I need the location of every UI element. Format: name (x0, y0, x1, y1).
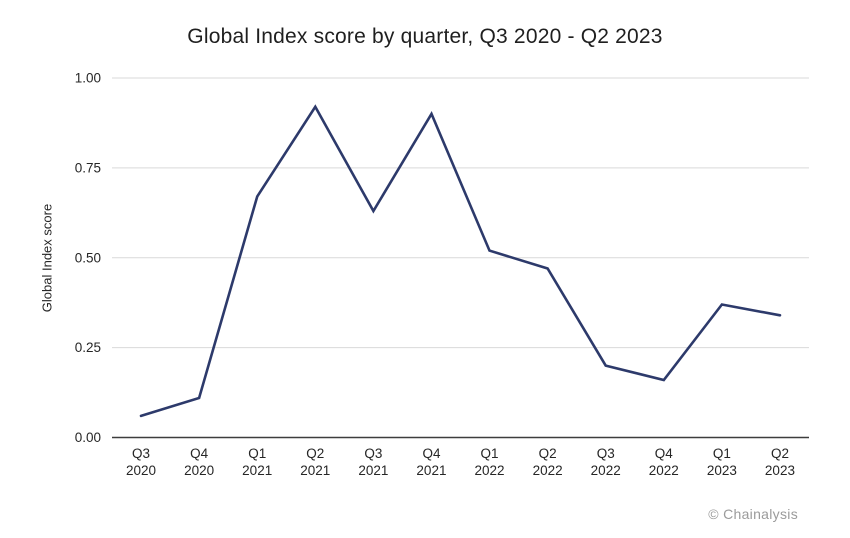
x-tick-label-quarter: Q3 (364, 446, 382, 461)
x-tick-label-quarter: Q4 (422, 446, 441, 461)
y-tick-label: 0.75 (75, 160, 101, 175)
x-tick-label-year: 2023 (765, 463, 795, 478)
x-tick-label-year: 2020 (126, 463, 156, 478)
x-tick-label-year: 2020 (184, 463, 214, 478)
x-tick-label-quarter: Q1 (248, 446, 266, 461)
y-tick-label: 0.00 (75, 430, 101, 445)
data-line (139, 104, 782, 418)
x-tick-label-year: 2023 (707, 463, 737, 478)
x-tick-label-quarter: Q2 (306, 446, 324, 461)
chart-title: Global Index score by quarter, Q3 2020 -… (187, 25, 663, 48)
y-tick-label: 0.50 (75, 250, 101, 265)
x-tick-label-quarter: Q4 (190, 446, 209, 461)
x-tick-label-quarter: Q1 (713, 446, 731, 461)
y-tick-label: 1.00 (75, 71, 101, 86)
x-tick-label-quarter: Q3 (132, 446, 150, 461)
x-tick-label-quarter: Q2 (771, 446, 789, 461)
x-tick-label-quarter: Q3 (597, 446, 615, 461)
y-tick-label: 0.25 (75, 340, 101, 355)
x-tick-label-year: 2022 (649, 463, 679, 478)
x-tick-label-quarter: Q1 (481, 446, 499, 461)
x-tick-label-year: 2021 (358, 463, 388, 478)
x-tick-label-year: 2021 (300, 463, 330, 478)
x-tick-label-year: 2021 (242, 463, 272, 478)
x-tick-label-year: 2022 (475, 463, 505, 478)
x-tick-label-year: 2021 (416, 463, 446, 478)
x-tick-label-quarter: Q4 (655, 446, 674, 461)
x-tick-label-quarter: Q2 (539, 446, 557, 461)
copyright-attribution: © Chainalysis (708, 506, 798, 522)
x-tick-label-year: 2022 (591, 463, 621, 478)
x-tick-label-year: 2022 (533, 463, 563, 478)
